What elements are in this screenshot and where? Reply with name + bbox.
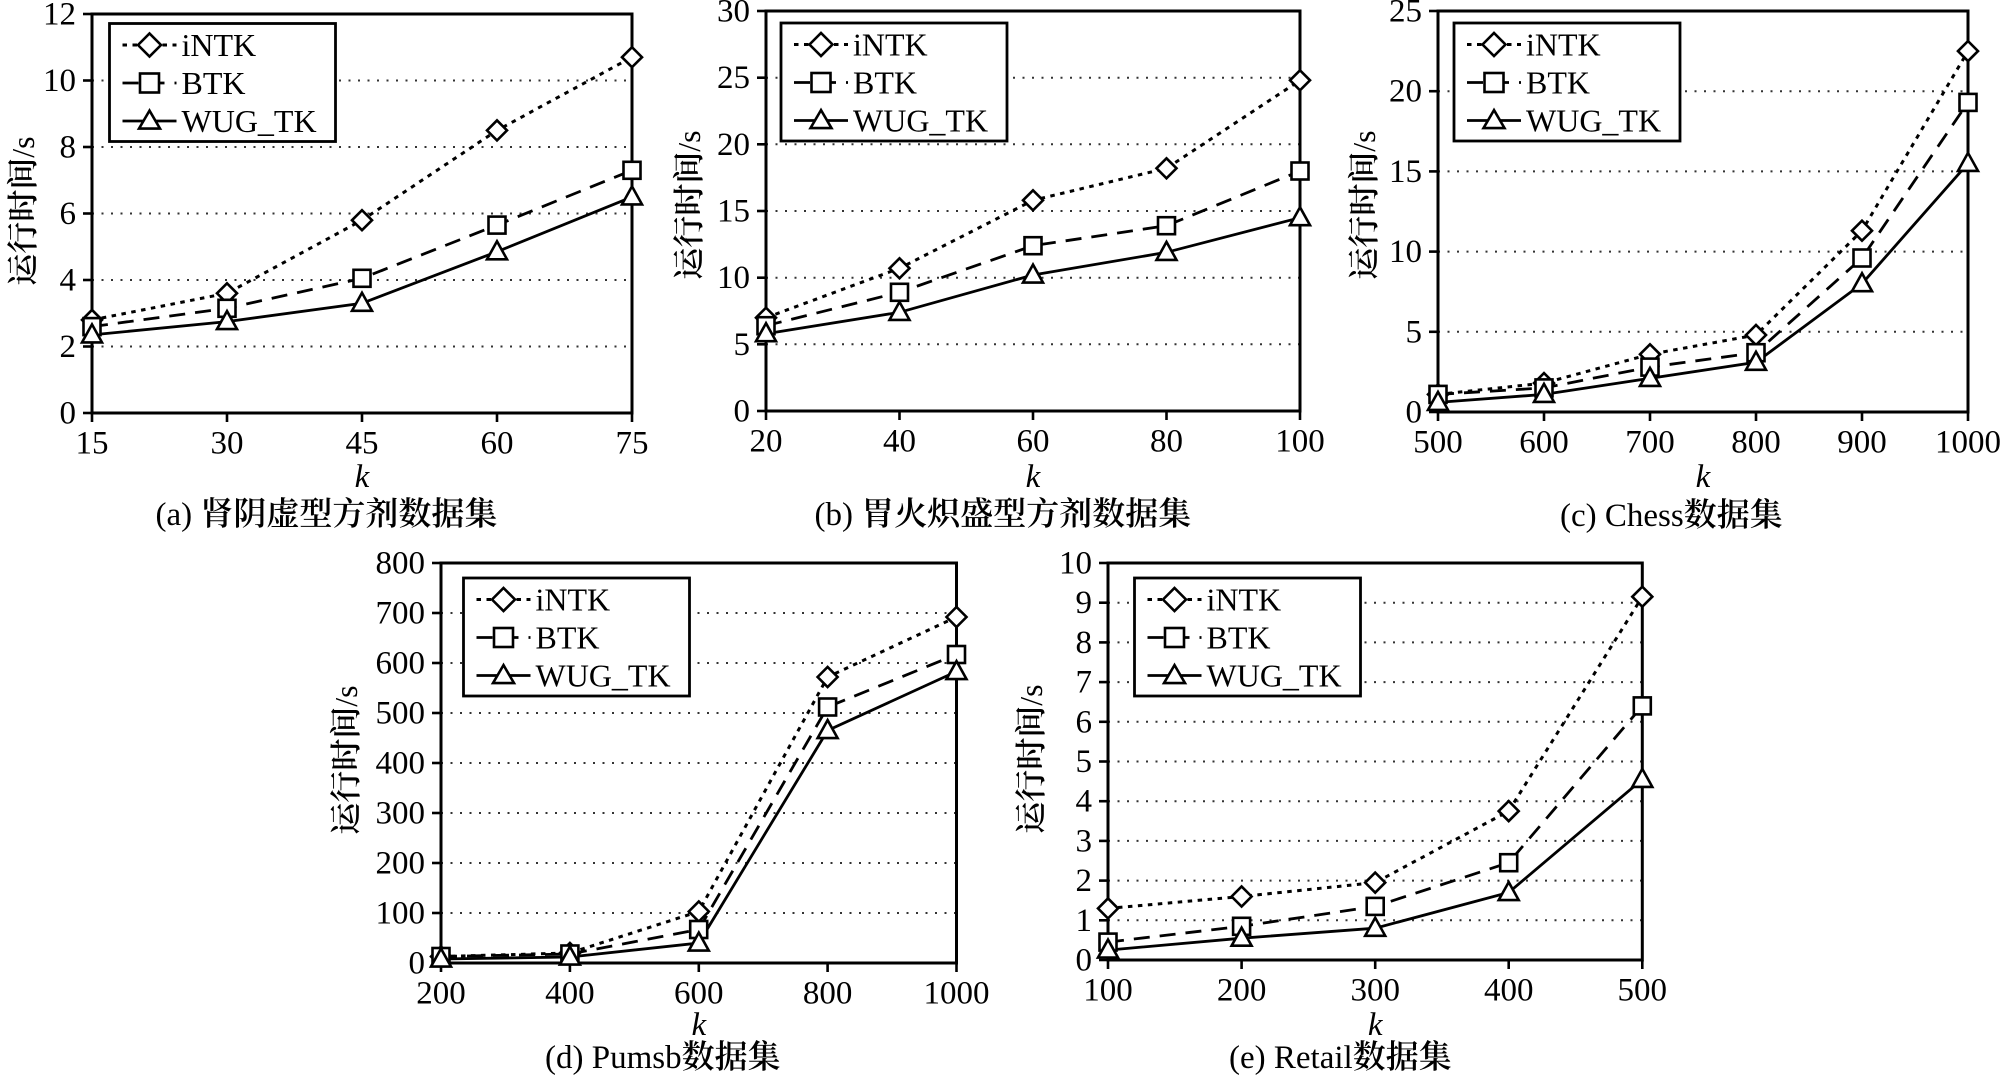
svg-text:800: 800 [803,976,853,1012]
svg-text:400: 400 [1484,973,1534,1009]
svg-text:(c) Chess: (c) Chess [1560,498,1684,534]
svg-text:30: 30 [717,0,750,30]
svg-text:iNTK: iNTK [536,582,611,618]
svg-text:4: 4 [1076,784,1093,820]
svg-text:800: 800 [1731,425,1781,461]
svg-text:iNTK: iNTK [182,27,257,63]
svg-text:BTK: BTK [182,65,246,101]
svg-text:k: k [1026,459,1042,495]
svg-text:45: 45 [346,426,379,462]
svg-text:(b): (b) [815,497,853,533]
svg-text:1000: 1000 [924,976,990,1012]
svg-text:5: 5 [734,327,751,363]
svg-text:10: 10 [1059,546,1092,582]
svg-text:k: k [1368,1007,1384,1043]
svg-text:900: 900 [1837,425,1887,461]
svg-text:10: 10 [43,63,76,99]
svg-text:15: 15 [76,426,109,462]
svg-text:300: 300 [1350,973,1400,1009]
svg-text:200: 200 [1217,973,1267,1009]
svg-text:60: 60 [1017,424,1050,460]
svg-text:6: 6 [1076,704,1093,740]
svg-text:/s: /s [671,130,707,151]
svg-text:0: 0 [734,394,751,430]
svg-text:20: 20 [1389,74,1422,110]
svg-text:7: 7 [1076,665,1093,701]
svg-text:500: 500 [376,696,426,732]
svg-text:10: 10 [1389,234,1422,270]
svg-text:75: 75 [616,426,649,462]
svg-text:20: 20 [750,424,783,460]
svg-text:9: 9 [1076,585,1093,621]
svg-text:iNTK: iNTK [1526,27,1601,63]
svg-text:/s: /s [1346,130,1382,151]
svg-text:12: 12 [43,0,76,33]
svg-text:20: 20 [717,127,750,163]
svg-text:(d) Pumsb: (d) Pumsb [545,1040,682,1076]
svg-text:2: 2 [1076,863,1093,899]
svg-text:400: 400 [376,746,426,782]
svg-text:k: k [691,1007,707,1043]
svg-text:WUG_TK: WUG_TK [1526,103,1661,139]
svg-text:15: 15 [717,194,750,230]
svg-text:400: 400 [545,976,595,1012]
svg-text:5: 5 [1406,314,1423,350]
svg-text:(e) Retail: (e) Retail [1229,1040,1353,1076]
svg-text:300: 300 [376,796,426,832]
svg-text:iNTK: iNTK [853,27,928,63]
svg-text:WUG_TK: WUG_TK [536,658,671,694]
svg-text:100: 100 [376,896,426,932]
svg-text:iNTK: iNTK [1207,582,1282,618]
svg-text:/s: /s [5,136,41,157]
svg-text:3: 3 [1076,823,1093,859]
svg-text:5: 5 [1076,744,1093,780]
svg-text:30: 30 [211,426,244,462]
svg-text:/s: /s [328,685,364,706]
svg-text:8: 8 [1076,625,1093,661]
svg-text:40: 40 [883,424,916,460]
svg-text:0: 0 [1406,395,1423,431]
svg-text:25: 25 [717,60,750,96]
svg-text:WUG_TK: WUG_TK [182,103,317,139]
svg-text:1000: 1000 [1935,425,2000,461]
svg-text:BTK: BTK [536,620,600,656]
svg-text:700: 700 [376,596,426,632]
svg-text:500: 500 [1413,425,1463,461]
svg-text:1: 1 [1076,903,1093,939]
svg-text:k: k [1696,459,1712,495]
svg-text:80: 80 [1150,424,1183,460]
svg-text:10: 10 [717,260,750,296]
svg-text:BTK: BTK [1207,620,1271,656]
svg-text:8: 8 [60,130,77,166]
svg-text:600: 600 [376,646,426,682]
svg-text:600: 600 [674,976,724,1012]
svg-text:4: 4 [60,263,77,299]
svg-text:100: 100 [1083,973,1133,1009]
svg-text:WUG_TK: WUG_TK [1207,658,1342,694]
svg-text:200: 200 [376,846,426,882]
svg-text:(a): (a) [156,497,193,533]
svg-text:/s: /s [1013,684,1049,705]
svg-text:15: 15 [1389,154,1422,190]
svg-text:800: 800 [376,546,426,582]
svg-text:0: 0 [409,946,426,982]
svg-text:0: 0 [1076,943,1093,979]
svg-text:k: k [355,459,371,495]
svg-text:0: 0 [60,396,77,432]
svg-text:600: 600 [1519,425,1569,461]
svg-text:700: 700 [1625,425,1675,461]
svg-text:BTK: BTK [1526,65,1590,101]
svg-text:BTK: BTK [853,65,917,101]
svg-text:6: 6 [60,196,77,232]
svg-text:200: 200 [416,976,466,1012]
svg-text:25: 25 [1389,0,1422,30]
svg-text:WUG_TK: WUG_TK [853,103,988,139]
svg-text:100: 100 [1275,424,1325,460]
svg-text:500: 500 [1618,973,1668,1009]
svg-text:2: 2 [60,329,77,365]
svg-text:60: 60 [481,426,514,462]
